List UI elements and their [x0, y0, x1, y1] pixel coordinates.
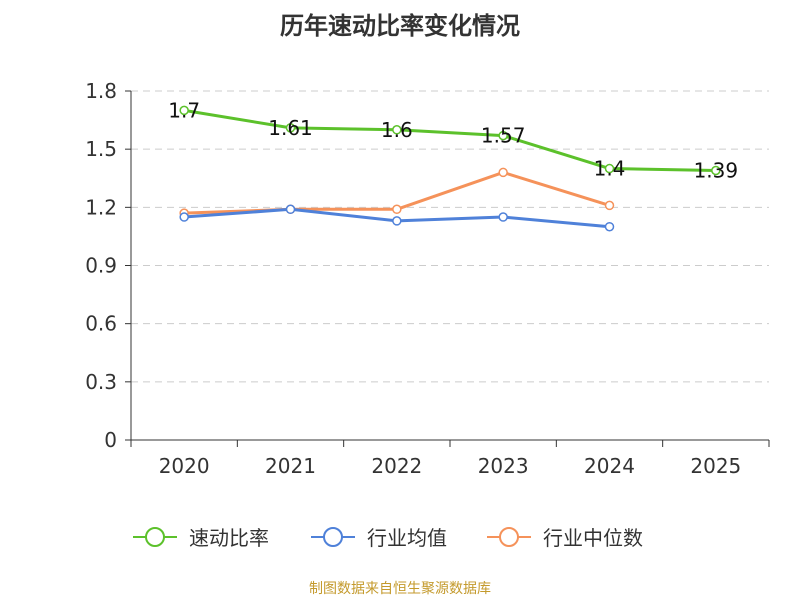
x-tick-label: 2023 [478, 454, 529, 478]
legend-label: 速动比率 [189, 526, 269, 550]
data-label: 1.6 [381, 118, 413, 142]
data-point [392, 204, 402, 215]
data-point [498, 167, 508, 178]
series-line-1 [183, 108, 716, 172]
y-tick-label: 0.6 [85, 312, 117, 336]
legend-marker [323, 527, 343, 547]
data-label: 1.39 [694, 158, 739, 182]
data-point [179, 105, 189, 116]
data-point [285, 123, 296, 133]
y-tick-label: 1.8 [85, 79, 117, 103]
x-tick-label: 2024 [584, 454, 635, 478]
data-point [392, 216, 402, 226]
data-point [604, 163, 615, 174]
legend-label: 行业均值 [367, 526, 447, 550]
y-tick-label: 1.5 [85, 137, 117, 161]
legend-marker [145, 527, 165, 547]
data-label: 1.7 [168, 98, 200, 122]
data-point [179, 212, 189, 222]
data-label: 1.57 [481, 124, 526, 148]
data-point [285, 204, 296, 215]
x-tick-label: 2021 [265, 454, 316, 478]
x-tick-label: 2025 [690, 454, 741, 478]
data-label: 1.4 [594, 157, 626, 181]
data-point [498, 212, 508, 222]
legend-marker [499, 527, 519, 547]
chart-title: 历年速动比率变化情况 [280, 12, 520, 40]
y-tick-label: 0.3 [85, 370, 117, 394]
y-tick-label: 0 [104, 428, 117, 452]
data-point [604, 200, 615, 211]
legend-label: 行业中位数 [543, 526, 643, 550]
data-point [392, 125, 402, 135]
data-point [604, 221, 615, 232]
source-note: 制图数据来自恒生聚源数据库 [309, 581, 491, 597]
y-tick-label: 1.2 [85, 195, 117, 219]
x-tick-label: 2020 [159, 454, 210, 478]
data-point [498, 130, 508, 141]
x-tick-label: 2022 [371, 454, 422, 478]
data-label: 1.61 [268, 116, 313, 140]
data-point [711, 165, 721, 176]
y-tick-label: 0.9 [85, 254, 117, 278]
